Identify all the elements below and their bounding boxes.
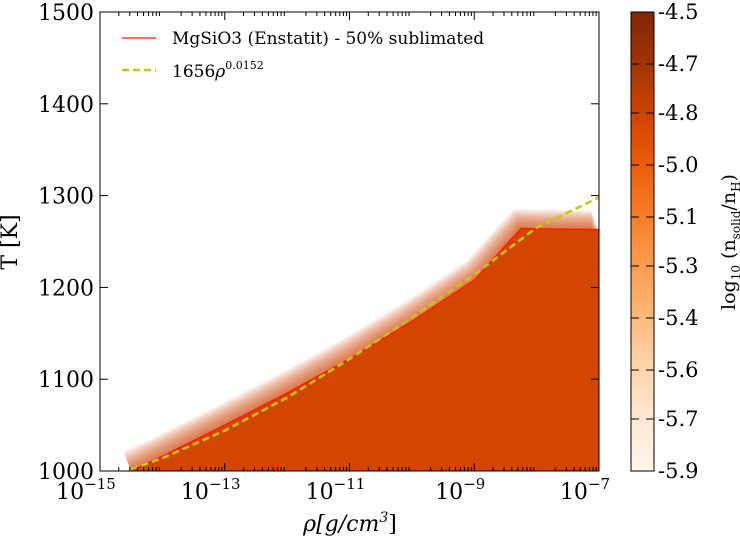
plot-area: 1000 1100 1200 1300 1400 1500 10−15 10−13 10−11 1… [38, 1, 610, 505]
colorbar-gradient [630, 11, 655, 472]
colorbar-tick-label: -4.8 [658, 101, 699, 125]
colorbar-tick-label: -5.3 [658, 254, 699, 278]
y-tick-label-1500: 1500 [38, 1, 94, 26]
colorbar-tick-label: -5.7 [658, 407, 699, 431]
series-line-fit [130, 196, 599, 471]
colorbar: -4.5 -4.7 -4.8 -5.0 -5.1 -5.3 -5.4 -5.6 -5.7 -5.9… [630, 0, 740, 483]
colorbar-tick-label: -5.9 [658, 459, 699, 483]
colorbar-tick-label: -5.1 [658, 205, 699, 229]
x-tick-label--7: 10−7 [560, 475, 610, 505]
colorbar-tick-label: -4.7 [658, 52, 699, 76]
y-tick-label-1100: 1100 [38, 368, 94, 393]
x-tick-label--13: 10−13 [181, 475, 241, 505]
tick-layer: 1000 1100 1200 1300 1400 1500 10−15 10−13 10−11 1… [38, 1, 610, 505]
y-axis-label: T [K] [0, 214, 23, 269]
x-tick-label--11: 10−11 [306, 475, 366, 505]
y-tick-label-1000: 1000 [38, 460, 94, 485]
colorbar-tick-label: -4.5 [658, 0, 699, 24]
y-tick-label-1400: 1400 [38, 93, 94, 118]
colorbar-ticks: -4.5 -4.7 -4.8 -5.0 -5.1 -5.3 -5.4 -5.6 -5.7 -5.9 [631, 0, 699, 483]
series-layer [130, 196, 599, 471]
y-tick-label-1200: 1200 [38, 276, 94, 301]
colorbar-tick-label: -5.0 [658, 153, 699, 177]
legend: MgSiO3 (Enstatit) - 50% sublimated 1656ρ… [122, 29, 484, 82]
legend-label-fit: 1656ρ0.0152 [172, 59, 264, 82]
x-tick-label--9: 10−9 [435, 475, 485, 505]
y-tick-label-1300: 1300 [38, 185, 94, 210]
colorbar-tick-label: -5.4 [658, 306, 699, 330]
x-axis-label: ρ[g/cm3] [302, 510, 397, 537]
legend-label-sublimation: MgSiO3 (Enstatit) - 50% sublimated [172, 29, 484, 49]
colorbar-tick-label: -5.6 [658, 358, 699, 382]
colorbar-label: log10 (nsolid/nH) [718, 174, 740, 310]
x-tick-label--15: 10−15 [56, 475, 116, 505]
